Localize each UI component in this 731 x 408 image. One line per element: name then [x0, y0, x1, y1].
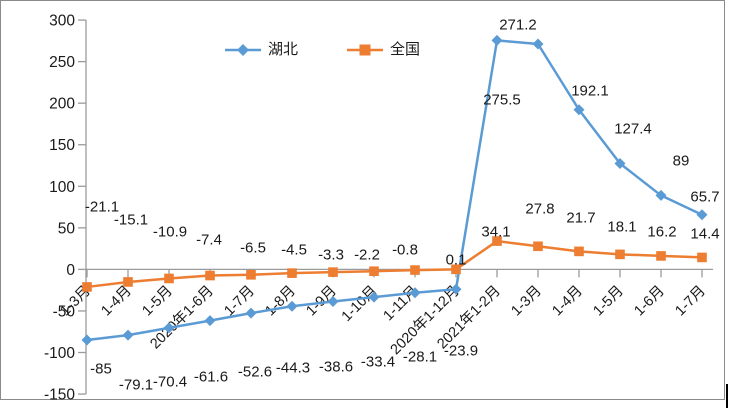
- x-category-label: 1-3月: [508, 283, 544, 319]
- marker-square-全国: [164, 273, 174, 284]
- data-label-湖北: 65.7: [690, 189, 719, 206]
- data-label-湖北: -52.6: [238, 364, 272, 381]
- marker-square-全国: [615, 249, 625, 260]
- marker-diamond-湖北: [573, 104, 585, 116]
- data-label-全国: 14.4: [690, 226, 719, 243]
- x-category-label: 1-6月: [631, 283, 667, 319]
- marker-diamond-湖北: [245, 307, 257, 319]
- x-category-label: 1-4月: [98, 283, 134, 319]
- legend-label-national: 全国: [390, 41, 421, 58]
- y-tick-label: 250: [49, 54, 75, 71]
- marker-diamond-湖北: [163, 322, 175, 334]
- series-line-湖北: [85, 39, 704, 342]
- marker-diamond-湖北: [122, 329, 134, 341]
- marker-square-全国: [656, 251, 666, 261]
- data-label-全国: 34.1: [481, 224, 510, 241]
- data-label-全国: 16.2: [647, 224, 676, 241]
- marker-diamond-湖北: [532, 38, 544, 50]
- y-tick-label: -50: [53, 303, 76, 320]
- marker-diamond-湖北: [327, 295, 339, 307]
- data-label-湖北: 192.1: [571, 83, 609, 100]
- marker-square-全国: [410, 265, 420, 275]
- data-label-湖北: -23.9: [444, 343, 478, 360]
- marker-diamond-湖北: [368, 291, 380, 303]
- x-category-label: 1-4月: [549, 283, 585, 319]
- marker-square-全国: [451, 264, 461, 275]
- marker-square-全国: [697, 252, 707, 263]
- x-category-label: 1-5月: [139, 283, 175, 319]
- data-label-全国: 18.1: [607, 219, 636, 236]
- data-label-湖北: -79.1: [119, 377, 153, 394]
- data-label-湖北: -33.4: [361, 354, 395, 371]
- legend-item-national[interactable]: 全国: [346, 39, 420, 61]
- data-label-全国: -6.5: [240, 240, 266, 257]
- chart-area-border: [0, 0, 725, 400]
- marker-square-全国: [492, 236, 502, 246]
- y-tick-label: 300: [49, 13, 75, 30]
- legend: 湖北 全国: [0, 39, 731, 61]
- marker-square-全国: [205, 270, 215, 281]
- data-label-湖北: -44.3: [276, 360, 310, 377]
- data-label-全国: 0.1: [446, 252, 467, 269]
- marker-square-全国: [287, 268, 297, 278]
- data-label-全国: -7.4: [196, 232, 222, 249]
- data-label-全国: -10.9: [153, 224, 187, 241]
- data-label-湖北: -70.4: [153, 374, 187, 391]
- data-label-湖北: 271.2: [499, 17, 537, 34]
- y-tick-label: 150: [49, 137, 75, 154]
- marker-diamond-湖北: [204, 315, 216, 327]
- marker-diamond-湖北: [450, 283, 462, 295]
- hubei-series-swatch-icon: [224, 43, 262, 57]
- marker-square-全国: [369, 266, 379, 277]
- data-label-湖北: 127.4: [614, 121, 652, 138]
- marker-square-全国: [246, 270, 256, 280]
- data-label-全国: -3.3: [318, 247, 344, 264]
- marker-diamond-湖北: [81, 334, 93, 346]
- marker-square-全国: [328, 267, 338, 277]
- data-label-湖北: -38.6: [319, 359, 353, 376]
- data-label-湖北: -61.6: [194, 369, 228, 386]
- marker-diamond-湖北: [409, 287, 421, 299]
- marker-diamond-湖北: [696, 209, 708, 221]
- text-cursor-artifact: [726, 384, 728, 408]
- data-label-全国: -2.2: [354, 247, 380, 264]
- legend-item-hubei[interactable]: 湖北: [224, 39, 298, 61]
- x-category-label: 1-7月: [672, 283, 708, 319]
- marker-diamond-湖北: [655, 189, 667, 201]
- data-label-全国: -0.8: [392, 242, 418, 259]
- y-tick-label: 0: [66, 262, 75, 279]
- marker-diamond-湖北: [491, 34, 503, 46]
- marker-square-全国: [574, 246, 584, 257]
- data-label-全国: -15.1: [114, 212, 148, 229]
- y-tick-label: -150: [44, 387, 75, 404]
- marker-square-全国: [82, 282, 92, 292]
- marker-diamond-湖北: [614, 158, 626, 170]
- data-label-全国: -21.1: [85, 199, 119, 216]
- y-tick-label: -100: [44, 345, 75, 362]
- marker-diamond-湖北: [286, 300, 298, 312]
- national-series-swatch-icon: [346, 43, 384, 57]
- x-category-label: 1-10月: [339, 283, 381, 325]
- data-label-全国: 21.7: [566, 210, 595, 227]
- data-label-湖北: 275.5: [483, 92, 521, 109]
- data-label-全国: 27.8: [525, 201, 554, 218]
- data-label-全国: -4.5: [281, 242, 307, 259]
- data-label-湖北: -28.1: [403, 349, 437, 366]
- y-tick-label: 100: [49, 179, 75, 196]
- marker-square-全国: [123, 277, 133, 287]
- x-category-label: 1-8月: [262, 283, 298, 319]
- x-category-label: 1-5月: [590, 283, 626, 319]
- data-label-湖北: -85: [90, 361, 112, 378]
- series-line-全国: [85, 239, 704, 289]
- y-tick-label: 200: [49, 96, 75, 113]
- y-tick-label: 50: [58, 220, 76, 237]
- data-label-湖北: 89: [673, 153, 690, 170]
- marker-square-全国: [533, 241, 543, 252]
- legend-label-hubei: 湖北: [268, 41, 299, 58]
